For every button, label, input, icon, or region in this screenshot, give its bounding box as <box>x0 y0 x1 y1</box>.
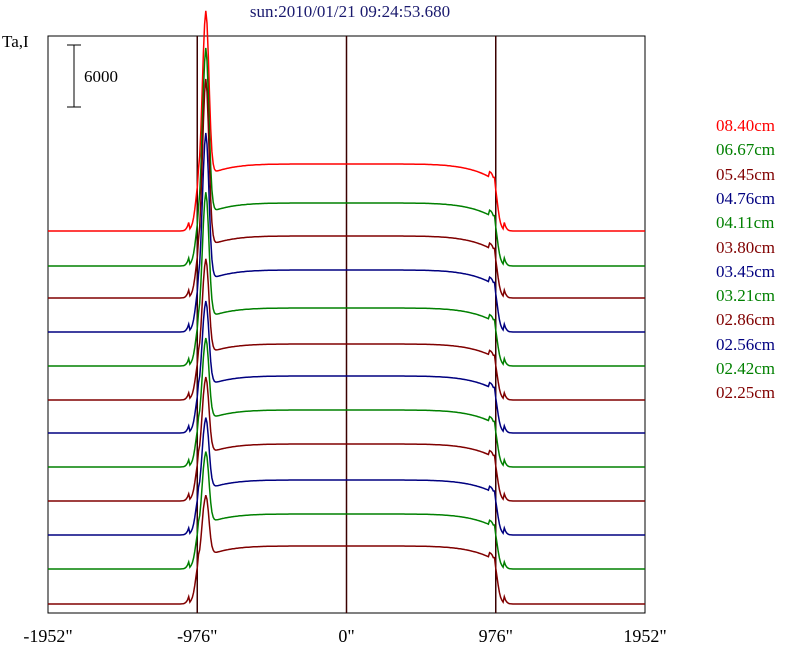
series-line-03.21cm <box>48 337 645 468</box>
legend-item-02.25cm: 02.25cm <box>716 383 776 403</box>
x-tick-label: 0" <box>338 626 354 646</box>
x-tick-label: -1952" <box>23 626 72 646</box>
series-line-08.40cm <box>48 10 645 232</box>
series-line-04.11cm <box>48 192 645 367</box>
series-line-02.86cm <box>48 376 645 502</box>
x-tick-label: 1952" <box>623 626 666 646</box>
x-tick-label: 976" <box>479 626 513 646</box>
legend-item-04.11cm: 04.11cm <box>716 213 775 233</box>
legend-item-02.56cm: 02.56cm <box>716 334 776 354</box>
legend-item-05.45cm: 05.45cm <box>716 164 776 184</box>
series-line-04.76cm <box>48 132 645 333</box>
chart-title: sun:2010/01/21 09:24:53.680 <box>249 2 451 21</box>
series-line-03.80cm <box>48 258 645 401</box>
series-line-06.67cm <box>48 47 645 267</box>
x-tick-label: -976" <box>177 626 217 646</box>
legend-item-06.67cm: 06.67cm <box>716 140 776 160</box>
legend-item-02.42cm: 02.42cm <box>716 359 776 378</box>
series-line-02.42cm <box>48 451 645 570</box>
legend-item-03.45cm: 03.45cm <box>716 261 776 281</box>
series-line-02.25cm <box>48 494 645 605</box>
series-line-05.45cm <box>48 78 645 299</box>
scale-bar-label: 6000 <box>84 67 118 86</box>
series-line-02.56cm <box>48 417 645 536</box>
legend-item-02.86cm: 02.86cm <box>716 310 776 330</box>
legend-item-08.40cm: 08.40cm <box>716 116 776 135</box>
legend-item-03.80cm: 03.80cm <box>716 237 776 257</box>
legend-item-03.21cm: 03.21cm <box>716 286 776 306</box>
y-axis-label: Ta,I <box>2 32 29 51</box>
series-line-03.45cm <box>48 300 645 434</box>
legend-item-04.76cm: 04.76cm <box>716 188 776 208</box>
